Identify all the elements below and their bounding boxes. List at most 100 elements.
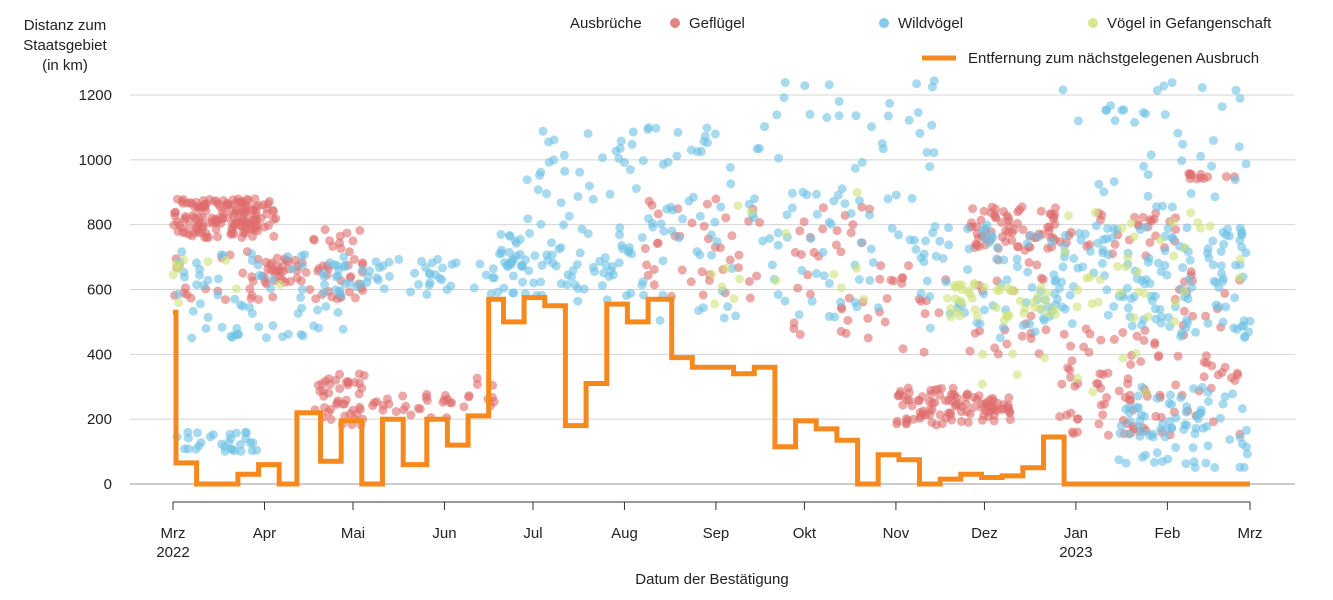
point-1-3-75 [515,249,525,259]
point-2-1-1 [733,201,743,211]
point-0-0-149 [210,214,220,224]
point-0-2-10 [292,273,302,283]
point-2-3-17 [1155,235,1165,245]
point-1-9-63 [1215,413,1225,423]
point-1-2-45 [410,268,420,278]
point-0-3-19 [342,228,352,238]
point-1-9-53 [1160,432,1170,442]
y-tick-label-0: 0 [104,476,112,493]
point-1-7-65 [998,323,1008,333]
point-1-7-3 [935,236,945,246]
point-1-8-20 [1122,283,1132,293]
point-0-8-34 [836,326,846,336]
point-1-9-62 [1202,422,1212,431]
point-0-15-16 [1186,267,1196,277]
point-0-5-19 [399,405,409,415]
point-0-15-18 [1199,372,1209,382]
point-1-2-31 [358,265,368,275]
point-1-9-68 [1225,435,1235,444]
point-0-11-69 [1009,224,1019,234]
point-0-1-19 [186,293,196,303]
point-0-13-40 [1095,369,1105,379]
point-0-4-35 [335,384,345,394]
point-1-9-39 [1116,421,1126,431]
y-axis-ticks: 0 200 400 600 800 1000 1200 [79,87,112,493]
point-0-10-32 [969,402,979,412]
point-0-15-8 [1220,289,1230,298]
point-1-6-21 [772,110,782,120]
point-1-10-22 [1094,179,1104,189]
point-0-4-38 [355,378,365,388]
point-0-11-3 [968,204,978,214]
point-0-9-50 [914,396,924,406]
point-0-0-130 [247,224,257,234]
point-1-3-79 [563,270,573,280]
point-1-3-68 [508,256,518,265]
point-1-6-28 [911,245,921,254]
point-1-3-51 [600,253,610,263]
point-0-0-150 [268,206,278,216]
point-1-4-50 [573,192,583,201]
point-0-16-10 [1184,169,1194,179]
point-1-9-27 [1121,458,1131,468]
point-1-3-23 [577,224,587,234]
point-1-3-35 [518,277,528,287]
point-0-11-63 [1048,214,1058,224]
point-2-0-6 [174,298,184,308]
point-0-13-47 [1066,341,1076,351]
point-1-10-12 [1241,159,1251,169]
point-1-2-48 [406,287,416,297]
point-0-7-15 [640,244,650,253]
point-0-13-20 [1067,427,1077,437]
point-1-10-33 [1217,102,1227,112]
point-1-9-43 [1135,431,1145,441]
point-1-5-14 [855,196,864,206]
point-1-9-72 [1201,458,1211,468]
point-1-1-31 [195,299,205,309]
point-1-9-16 [1242,449,1252,459]
point-1-5-29 [865,275,875,285]
point-2-2-34 [943,293,952,303]
point-0-0-107 [209,196,219,206]
point-0-13-53 [1065,365,1075,375]
point-0-14-20 [1085,240,1094,250]
point-1-6-13 [927,120,937,130]
point-1-5-42 [719,313,729,323]
point-0-8-38 [818,224,828,234]
point-2-2-15 [1043,308,1053,318]
point-1-8-114 [1237,321,1247,331]
point-0-5-24 [443,394,453,404]
point-1-1-34 [203,275,213,285]
point-0-13-33 [1066,372,1075,382]
point-1-3-44 [493,287,503,297]
point-1-2-14 [320,280,330,290]
point-0-0-16 [184,220,194,230]
point-0-7-5 [752,271,762,281]
point-0-4-39 [318,386,328,396]
point-1-6-22 [834,111,844,121]
point-0-13-59 [1103,430,1113,440]
point-1-4-57 [726,179,736,189]
point-0-0-108 [269,231,279,241]
point-1-8-10 [1178,263,1188,272]
point-2-4-3 [1141,388,1151,398]
point-1-0-10 [180,444,189,454]
point-1-8-105 [1237,227,1247,236]
point-0-8-26 [795,330,805,339]
point-1-7-56 [1023,267,1033,277]
point-1-4-2 [627,139,637,149]
point-1-3-76 [551,261,561,271]
legend-marker-poultry [670,18,680,28]
point-0-15-34 [1173,351,1183,361]
point-0-9-44 [933,384,943,394]
point-1-10-15 [1117,105,1127,115]
point-0-7-18 [653,209,663,219]
point-1-6-44 [856,238,866,248]
point-1-2-55 [332,261,342,271]
point-0-7-23 [643,270,653,280]
point-2-3-5 [1064,211,1073,221]
point-1-5-18 [865,210,874,220]
point-1-1-66 [177,247,187,257]
point-1-0-18 [231,428,241,438]
point-0-4-37 [335,369,345,379]
